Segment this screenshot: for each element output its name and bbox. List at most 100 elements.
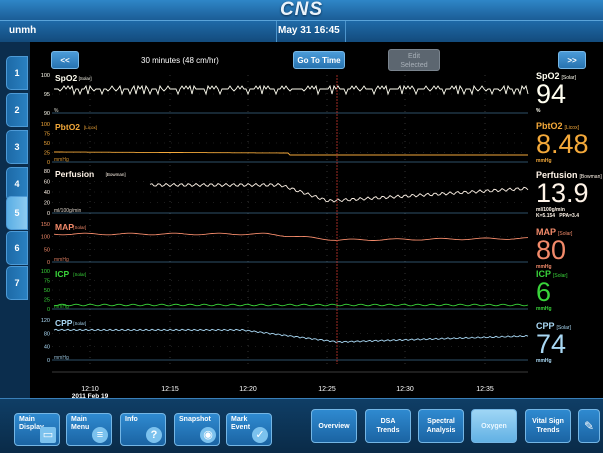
icp-ytick: 50 — [44, 288, 50, 294]
monitor-icon: ▭ — [40, 427, 56, 443]
info-bar: unmh May 31 16:45 — [0, 20, 603, 43]
spo2-trace — [54, 84, 529, 96]
map-trace — [53, 232, 529, 241]
spo2-value-name: SpO2 [Solar] — [536, 71, 576, 81]
pbto2-current-value: 8.48 — [536, 129, 589, 159]
mark-event-button[interactable]: Mark Event ✓ — [226, 413, 272, 446]
prev-button[interactable]: << — [51, 51, 79, 69]
tab-1[interactable]: 1 — [6, 56, 28, 90]
spo2-trace-label: SpO2 — [55, 73, 77, 83]
date-time: May 31 16:45 — [278, 25, 340, 36]
next-button[interactable]: >> — [558, 51, 586, 69]
perfusion-value-panel: Perfusion [Bowman] 13.9 ml/100g/min K=5.154 … — [536, 170, 602, 219]
time-tick-label: 12:20 — [239, 386, 257, 393]
time-tick-label: 12:15 — [161, 386, 179, 393]
icp-trace — [54, 303, 529, 307]
cpp-trace-source: [Solar] — [73, 321, 86, 326]
edit-selected-line2: Selected — [400, 62, 428, 69]
menu-list-icon: ≡ — [92, 427, 108, 443]
spectral-analysis-label: Spectral Analysis — [426, 418, 456, 434]
map-current-value: 80 — [536, 235, 567, 265]
map-value-source: [Solar] — [558, 231, 573, 237]
cpp-trace — [53, 328, 529, 344]
cpp-trace-label: CPP — [55, 318, 73, 328]
cpp-ytick: 40 — [44, 345, 50, 351]
edit-selected-button[interactable]: Edit Selected — [388, 49, 440, 71]
time-tick-label: 12:35 — [476, 386, 494, 393]
oxygen-button[interactable]: Oxygen — [471, 409, 517, 443]
perfusion-trace — [149, 182, 529, 203]
perfusion-trace-label: Perfusion — [55, 169, 94, 179]
spectral-analysis-button[interactable]: Spectral Analysis — [418, 409, 464, 443]
header-divider — [276, 21, 277, 43]
go-to-time-button[interactable]: Go To Time — [293, 51, 345, 69]
pbto2-value-panel: PbtO2 [Licox] 8.48 mmHg — [536, 121, 589, 164]
tab-2[interactable]: 2 — [6, 93, 28, 127]
perfusion-trace-source: [Bowman] — [106, 172, 126, 177]
cpp-ytick: 80 — [44, 331, 50, 337]
pbto2-ytick: 25 — [44, 151, 50, 157]
dsa-trends-button[interactable]: DSA Trends — [365, 409, 411, 443]
tab-5[interactable]: 5 — [6, 196, 28, 230]
overview-button[interactable]: Overview — [311, 409, 357, 443]
pbto2-ytick: 0 — [47, 160, 50, 166]
timespan-label: 30 minutes (48 cm/hr) — [141, 56, 219, 65]
map-ytick: 100 — [41, 235, 50, 241]
pbto2-trace — [54, 151, 528, 156]
icp-value-name: ICP [Solar] — [536, 269, 568, 279]
map-ytick: 50 — [44, 247, 50, 253]
cpp-value-name: CPP [Solar] — [536, 321, 571, 331]
oxygen-label: Oxygen — [481, 422, 507, 430]
perfusion-ytick: 60 — [44, 180, 50, 186]
app-title: CNS — [279, 0, 324, 20]
time-tick-label: 12:10 — [81, 386, 99, 393]
main-display-label: Main Display — [19, 416, 44, 431]
cpp-trace-unit: mmHg — [54, 355, 69, 361]
spo2-ytick: 95 — [44, 92, 50, 98]
spo2-value-panel: SpO2 [Solar] 94% — [536, 71, 576, 114]
pbto2-value-source: [Licox] — [564, 125, 579, 131]
pbto2-value-name: PbtO2 [Licox] — [536, 121, 579, 131]
map-trace-source: [Solar] — [73, 225, 86, 230]
map-ytick: 0 — [47, 260, 50, 266]
pbto2-ytick: 100 — [41, 122, 50, 128]
pbto2-value-unit: mmHg — [536, 158, 552, 164]
perfusion-value-unit: ml/100g/min — [536, 207, 565, 213]
header-divider — [345, 21, 346, 43]
map-value-unit: mmHg — [536, 264, 552, 270]
spo2-value-unit: % — [536, 108, 541, 114]
icp-trace-unit: mmHg — [54, 304, 69, 310]
cpp-value-panel: CPP [Solar] 74 mmHg — [536, 321, 571, 364]
edit-button[interactable]: ✎ — [578, 409, 600, 443]
tab-7[interactable]: 7 — [6, 266, 28, 300]
bed-label: unmh — [9, 25, 37, 36]
icp-value-panel: ICP [Solar] 6 mmHg — [536, 269, 567, 312]
cpp-ytick: 0 — [47, 358, 50, 364]
snapshot-button[interactable]: Snapshot ◉ — [174, 413, 220, 446]
tab-6[interactable]: 6 — [6, 231, 28, 265]
main-menu-label: Main Menu — [71, 416, 90, 431]
camera-icon: ◉ — [200, 427, 216, 443]
icp-ytick: 0 — [47, 307, 50, 313]
question-icon: ? — [146, 427, 162, 443]
vital-sign-trends-button[interactable]: Vital Sign Trends — [525, 409, 571, 443]
info-button[interactable]: Info ? — [120, 413, 166, 446]
icp-ytick: 100 — [41, 269, 50, 275]
main-display-button[interactable]: Main Display ▭ — [14, 413, 60, 446]
perfusion-extra-values: K=5.154 PPA=3.4 — [536, 213, 579, 219]
vital-sign-trends-label: Vital Sign Trends — [532, 418, 564, 434]
bottom-toolbar: Main Display ▭ Main Menu ≡ Info ? Snapsh… — [0, 398, 603, 453]
perfusion-ytick: 80 — [44, 169, 50, 175]
icp-trace-label: ICP — [55, 269, 70, 279]
time-axis-date: 2011 Feb 19 — [72, 393, 109, 398]
pbto2-ytick: 50 — [44, 141, 50, 147]
main-menu-button[interactable]: Main Menu ≡ — [66, 413, 112, 446]
info-label: Info — [125, 416, 138, 423]
icp-ytick: 25 — [44, 298, 50, 304]
tab-3[interactable]: 3 — [6, 130, 28, 164]
dsa-trends-label: DSA Trends — [376, 418, 400, 434]
pbto2-trace-source: [Licox] — [84, 125, 97, 130]
left-tab-strip: 1 2 3 4 5 6 7 — [0, 42, 30, 398]
checkmark-icon: ✓ — [252, 427, 268, 443]
